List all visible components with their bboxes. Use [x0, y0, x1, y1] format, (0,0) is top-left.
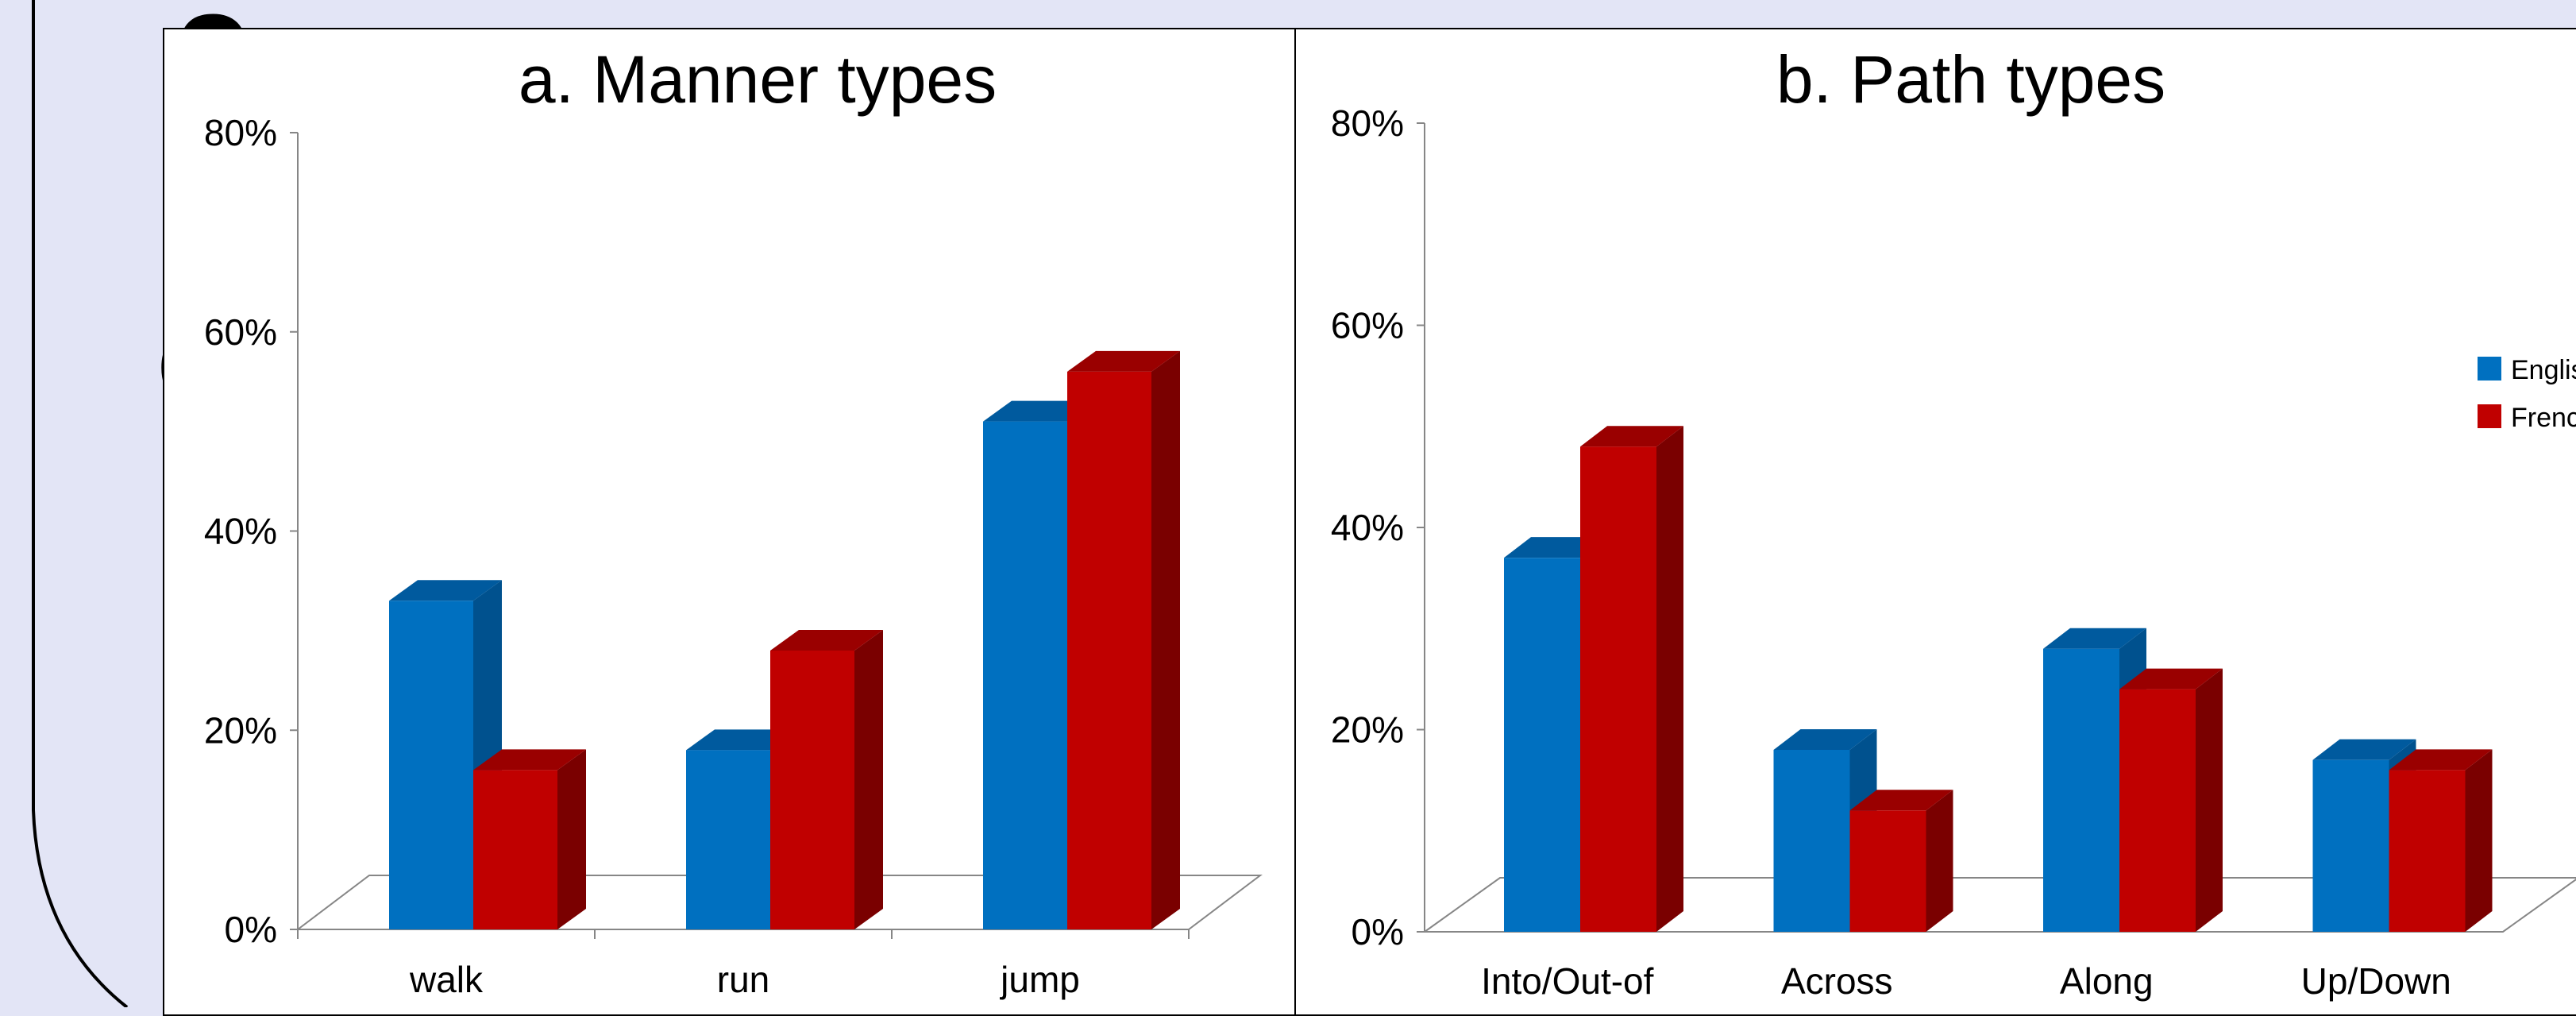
x-category-label: Into/Out-of [1481, 960, 1654, 1002]
y-tick-label: 0% [225, 909, 277, 950]
bar-english-top [2043, 628, 2146, 649]
bar-english-intooutof [1504, 558, 1580, 932]
x-category-label: Along [2060, 960, 2154, 1002]
chart-manner-types: a. Manner types 0% 20% 40% 60% 80% walk run jump [204, 42, 1263, 1000]
x-category-label: walk [409, 959, 484, 1000]
bar-french-updown [2389, 770, 2466, 932]
legend-swatch [2478, 357, 2501, 381]
y-tick-label: 80% [204, 112, 277, 153]
bar-french-side [854, 629, 883, 929]
bar-french-intooutof [1580, 446, 1656, 932]
left-border-arc [32, 0, 129, 1007]
y-tick-label: 0% [1352, 911, 1404, 952]
x-category-label: Up/Down [2301, 960, 2451, 1002]
bar-english-run [686, 750, 770, 929]
bar-french-along [2119, 689, 2196, 932]
bar-french-top [473, 749, 586, 771]
legend-label: Frenc [2511, 403, 2576, 433]
bar-french-top [1849, 790, 1953, 811]
y-tick-label: 60% [1331, 305, 1404, 346]
chart-path-types: b. Path types 0% 20% 40% 60% 80% Into/Out-of Ac… [1331, 42, 2576, 1002]
bar-french-jump [1067, 371, 1151, 929]
y-tick-label: 40% [1331, 507, 1404, 548]
bar-english-walk [389, 601, 473, 929]
bar-french-top [2119, 668, 2223, 690]
legend-swatch [2478, 404, 2501, 428]
bar-french-top [2389, 749, 2493, 771]
bar-french-top [1067, 350, 1180, 372]
bar-french-side [2196, 668, 2223, 932]
x-category-label: jump [999, 959, 1080, 1000]
bar-french-walk [473, 770, 557, 929]
bar-french-side [1151, 350, 1180, 929]
bar-french-top [1580, 426, 1683, 447]
bar-english-jump [983, 421, 1067, 929]
chart-title: a. Manner types [519, 42, 997, 117]
bar-english-top [389, 580, 502, 601]
bar-english-updown [2312, 759, 2389, 932]
bar-french-top [770, 629, 883, 651]
bar-french-side [557, 749, 586, 929]
chart-panel-path: b. Path types 0% 20% 40% 60% 80% Into/Out-of Ac… [1294, 28, 2576, 1016]
bar-english-top [1773, 728, 1877, 750]
x-category-label: run [717, 959, 769, 1000]
y-tick-label: 60% [204, 311, 277, 353]
bar-english-top [2312, 739, 2416, 760]
y-tick-label: 80% [1331, 102, 1404, 144]
chart-panel-manner: a. Manner types 0% 20% 40% 60% 80% walk run jump [163, 28, 1298, 1016]
x-category-label: Across [1781, 960, 1893, 1002]
bar-french-side [1656, 426, 1683, 932]
bar-english-across [1773, 749, 1850, 932]
bar-english-along [2043, 648, 2119, 932]
y-tick-label: 20% [1331, 709, 1404, 751]
bar-french-run [770, 650, 854, 929]
legend-label: Englis [2511, 355, 2576, 385]
y-tick-label: 40% [204, 511, 277, 552]
chart-title: b. Path types [1776, 42, 2165, 117]
bar-french-side [2465, 749, 2493, 932]
bar-french-side [1926, 790, 1953, 932]
y-tick-label: 20% [204, 709, 277, 751]
bar-french-across [1849, 810, 1926, 932]
